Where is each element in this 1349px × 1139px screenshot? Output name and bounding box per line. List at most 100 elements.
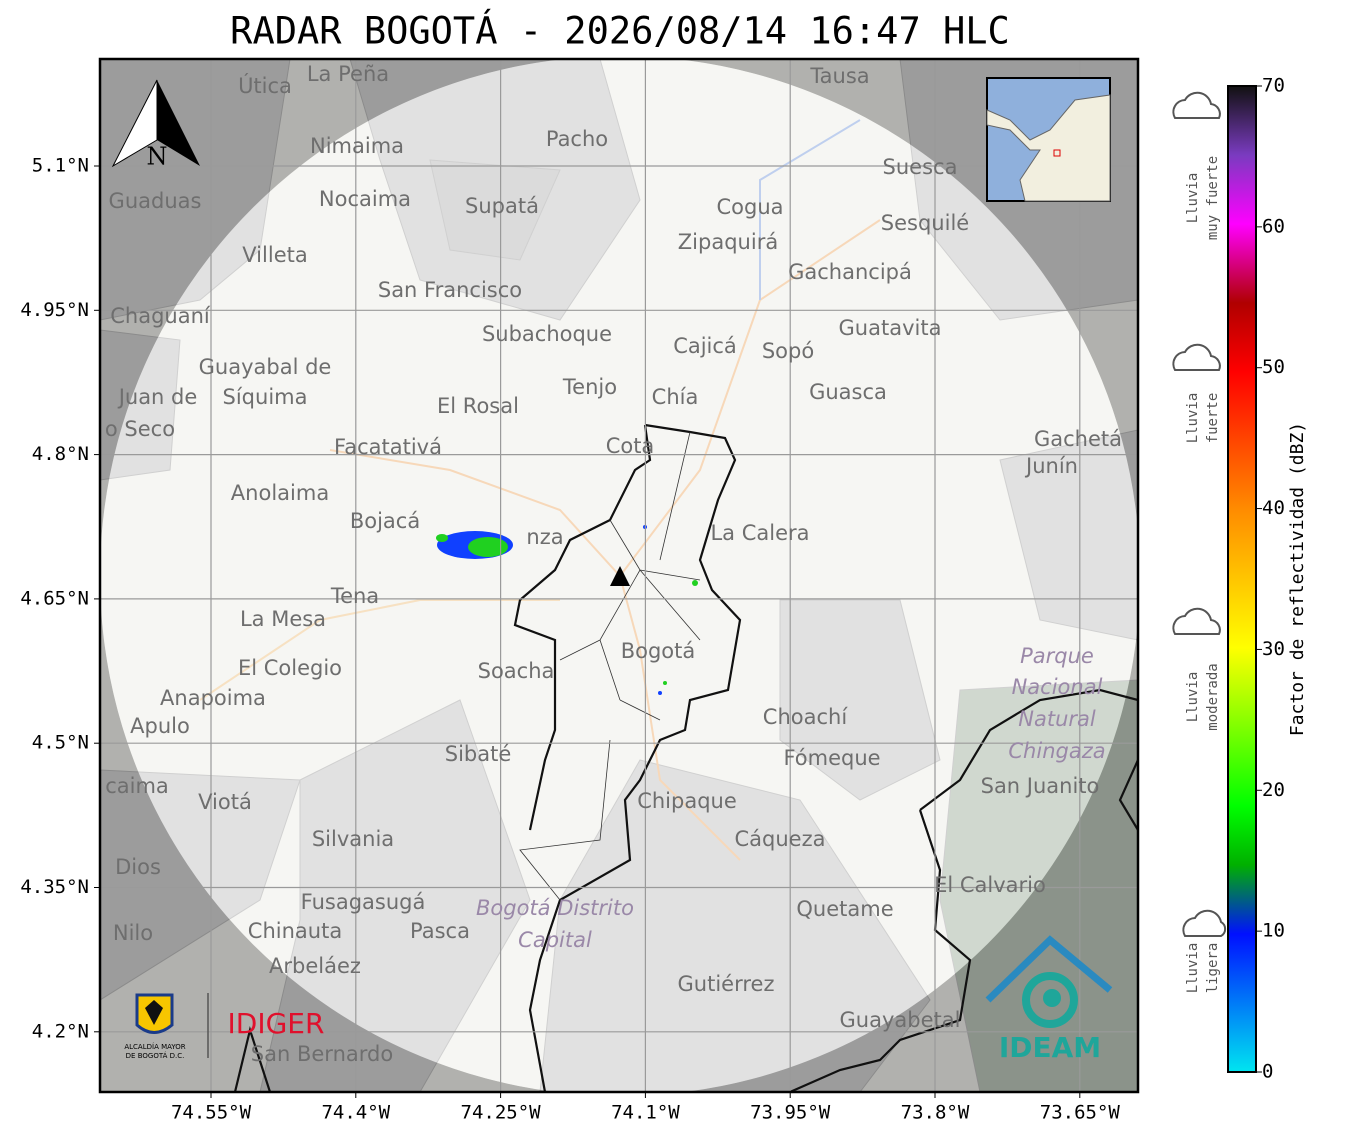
- place-label: o Seco: [105, 417, 175, 441]
- place-label: Gachetá: [1034, 427, 1122, 451]
- y-tick-label: 4.8°N: [32, 443, 89, 465]
- place-label: Gutiérrez: [678, 972, 775, 996]
- protected-area-label: Natural: [1018, 707, 1096, 731]
- axes: 74.55°W 74.4°W 74.25°W 74.1°W 73.95°W 73.8°W 7…: [20, 75, 1285, 1124]
- intensity-label: muy fuerte: [1205, 156, 1221, 240]
- place-label: Tenjo: [562, 375, 617, 399]
- place-label: Tausa: [809, 64, 869, 88]
- place-label: Cajicá: [673, 334, 737, 358]
- map-frame: [98, 57, 1140, 1094]
- x-tick-label: 74.55°W: [171, 1102, 252, 1124]
- colorbar-tick-label: 60: [1262, 215, 1285, 237]
- idiger-logo: IDIGER: [228, 1007, 325, 1040]
- intensity-label: moderada: [1205, 663, 1221, 730]
- place-label: Fómeque: [783, 746, 880, 770]
- place-label: Chipaque: [637, 789, 737, 813]
- place-label: Facatativá: [334, 435, 442, 459]
- place-label: Subachoque: [482, 322, 612, 346]
- x-tick-label: 74.25°W: [461, 1102, 542, 1124]
- place-label: San Francisco: [378, 278, 522, 302]
- protected-area-label: Capital: [518, 928, 592, 952]
- place-label: Nocaima: [319, 187, 411, 211]
- place-label: Viotá: [198, 790, 252, 814]
- localities: [519, 431, 701, 901]
- place-label: Guayabetal: [840, 1008, 961, 1032]
- colorbar-tick-label: 40: [1262, 497, 1285, 519]
- place-label: Dios: [115, 855, 161, 879]
- title: RADAR BOGOTÁ - 2026/08/14 16:47 HLC: [230, 9, 1010, 53]
- intensity-label: fuerte: [1205, 393, 1221, 444]
- place-label: San Juanito: [981, 774, 1100, 798]
- place-label: nza: [526, 525, 563, 549]
- place-label: Guasca: [809, 380, 887, 404]
- place-label: La Peña: [307, 62, 389, 86]
- intensity-label: Lluvia: [1185, 393, 1201, 444]
- place-label: Síquima: [223, 385, 308, 409]
- alcaldia-text: DE BOGOTÁ D.C.: [126, 1051, 185, 1060]
- protected-area-label: Chingaza: [1008, 739, 1105, 763]
- place-label: Nilo: [113, 921, 153, 945]
- place-label: Apulo: [130, 714, 190, 738]
- alcaldia-text: ALCALDÍA MAYOR: [124, 1042, 185, 1051]
- colorbar-tick-label: 0: [1262, 1061, 1273, 1083]
- place-label: Útica: [238, 73, 292, 98]
- place-label: Villeta: [242, 243, 307, 267]
- place-label: Juan de: [117, 385, 198, 409]
- place-label: Guatavita: [839, 316, 942, 340]
- y-tick-label: 4.65°N: [20, 587, 89, 609]
- intensity-icons: [1172, 91, 1227, 937]
- place-label: La Calera: [710, 521, 809, 545]
- place-label: Arbeláez: [269, 954, 361, 978]
- place-label: Anapoima: [160, 686, 266, 710]
- place-labels: La Peña Útica Tausa Pacho Nimaima Suesca Guadu…: [105, 62, 1122, 1066]
- place-label: Fusagasugá: [301, 890, 426, 914]
- north-arrow: N: [111, 79, 200, 171]
- place-label: El Rosal: [437, 394, 519, 418]
- colorbar-tick-label: 70: [1262, 75, 1285, 97]
- x-tick-label: 73.65°W: [1040, 1102, 1121, 1124]
- place-label: Zipaquirá: [678, 230, 778, 254]
- place-label: San Bernardo: [251, 1042, 393, 1066]
- radar-echoes: [436, 525, 698, 695]
- boundaries: [233, 423, 1138, 1092]
- intensity-label: Lluvia: [1185, 943, 1201, 994]
- colorbar-tick-label: 50: [1262, 356, 1285, 378]
- intensity-label: ligera: [1205, 943, 1221, 994]
- radar-site: [610, 566, 630, 586]
- place-label: Tena: [330, 584, 379, 608]
- place-label: Pasca: [410, 919, 470, 943]
- y-tick-label: 4.95°N: [20, 299, 89, 321]
- place-label: Soacha: [478, 659, 555, 683]
- protected-area-label: Parque: [1020, 644, 1094, 668]
- intensity-label: Lluvia: [1185, 173, 1201, 224]
- ideam-logo: IDEAM: [985, 935, 1113, 1064]
- place-label: Supatá: [465, 194, 539, 218]
- place-label: Sopó: [762, 339, 814, 363]
- place-label: Silvania: [312, 827, 394, 851]
- place-label: Junín: [1024, 454, 1078, 478]
- place-label: Sibaté: [445, 742, 512, 766]
- x-tick-label: 74.4°W: [321, 1102, 390, 1124]
- ideam-text: IDEAM: [999, 1031, 1101, 1064]
- grid: [100, 59, 1138, 1092]
- y-tick-label: 5.1°N: [32, 155, 89, 177]
- place-label: Pacho: [546, 127, 608, 151]
- place-label: La Mesa: [240, 607, 326, 631]
- place-label: Chía: [652, 385, 699, 409]
- colorbar-tick-label: 30: [1262, 638, 1285, 660]
- place-label: Chaguaní: [110, 304, 211, 328]
- place-label: Cáqueza: [735, 827, 826, 851]
- place-label: El Colegio: [238, 656, 342, 680]
- colorbar-tick-label: 10: [1262, 920, 1285, 942]
- place-label: Bojacá: [350, 509, 420, 533]
- place-label: Cogua: [716, 195, 783, 219]
- x-tick-label: 73.8°W: [901, 1102, 970, 1124]
- colorbar: [1227, 85, 1257, 1073]
- place-label: Guayabal de: [199, 355, 332, 379]
- intensity-label: Lluvia: [1185, 672, 1201, 723]
- x-tick-label: 74.1°W: [611, 1102, 680, 1124]
- place-label: Guaduas: [109, 189, 202, 213]
- place-label: Gachancipá: [788, 260, 912, 284]
